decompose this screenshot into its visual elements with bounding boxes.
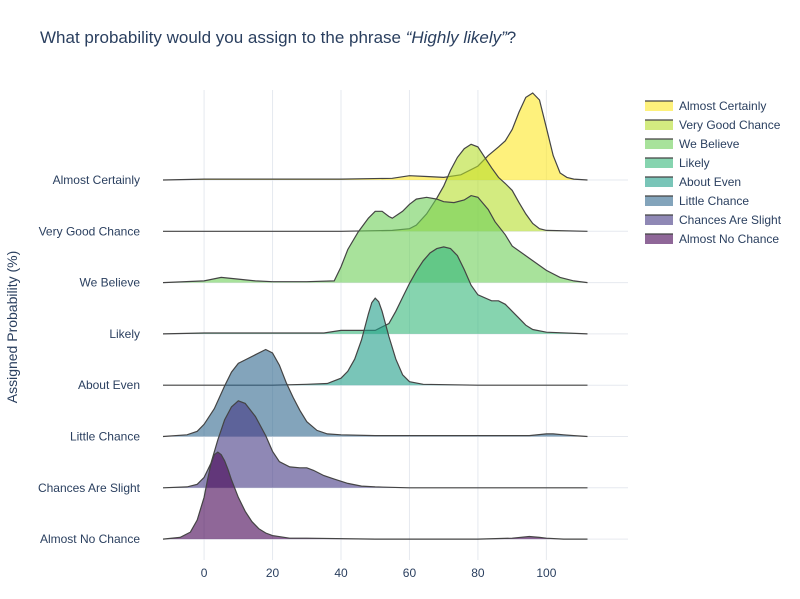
legend-swatch	[645, 139, 673, 149]
x-tick-label: 60	[403, 566, 417, 580]
legend-item[interactable]: Little Chance	[645, 194, 749, 208]
legend-label: Little Chance	[679, 194, 749, 208]
y-tick-label: Likely	[109, 327, 140, 341]
ridges	[162, 92, 588, 540]
y-tick-label: Chances Are Slight	[38, 481, 141, 495]
legend[interactable]: Almost Certainly Very Good Chance We Belie…	[645, 99, 782, 246]
legend-swatch	[645, 101, 673, 111]
legend-label: Almost No Chance	[679, 232, 779, 246]
x-tick-label: 80	[471, 566, 485, 580]
ridge-line-likely	[162, 246, 588, 335]
legend-label: Chances Are Slight	[679, 213, 782, 227]
legend-label: Almost Certainly	[679, 99, 766, 113]
ridge-line-almost-no-chance	[162, 451, 588, 540]
ridge-fill-chances-are-slight[interactable]	[163, 400, 588, 488]
ridge-line-little-chance	[162, 348, 588, 438]
x-tick-label: 100	[536, 566, 556, 580]
y-tick-label: Little Chance	[70, 430, 140, 444]
legend-item[interactable]: We Believe	[645, 137, 740, 151]
legend-label: Likely	[679, 156, 710, 170]
x-tick-label: 20	[266, 566, 280, 580]
ridge-fill-almost-no-chance[interactable]	[163, 452, 588, 540]
legend-label: About Even	[679, 175, 741, 189]
y-tick-labels: Almost Certainly Very Good Chance We Belie…	[38, 173, 141, 546]
y-tick-label: About Even	[78, 378, 140, 392]
chart-title: What probability would you assign to the…	[40, 28, 516, 47]
chart-title-suffix: ?	[507, 28, 516, 47]
legend-label: Very Good Chance	[679, 118, 781, 132]
y-axis-title: Assigned Probability (%)	[4, 251, 20, 404]
legend-item[interactable]: About Even	[645, 175, 741, 189]
legend-swatch	[645, 158, 673, 168]
ridge-fill-little-chance[interactable]	[163, 349, 588, 437]
y-tick-label: Very Good Chance	[39, 224, 141, 238]
ridge-line-almost-certainly	[162, 92, 588, 181]
legend-item[interactable]: Almost Certainly	[645, 99, 766, 113]
legend-swatch	[645, 215, 673, 225]
ridge-line-we-believe	[162, 194, 588, 284]
legend-swatch	[645, 177, 673, 187]
legend-label: We Believe	[679, 137, 740, 151]
legend-swatch	[645, 234, 673, 244]
legend-swatch	[645, 120, 673, 130]
y-tick-label: We Believe	[80, 276, 141, 290]
x-tick-labels: 0 20 40 60 80 100	[201, 566, 557, 580]
y-tick-label: Almost No Chance	[40, 532, 140, 546]
legend-item[interactable]: Very Good Chance	[645, 118, 781, 132]
y-tick-label: Almost Certainly	[53, 173, 140, 187]
legend-swatch	[645, 196, 673, 206]
ridge-line-about-even	[163, 297, 588, 386]
legend-item[interactable]: Likely	[645, 156, 710, 170]
legend-item[interactable]: Almost No Chance	[645, 232, 779, 246]
legend-item[interactable]: Chances Are Slight	[645, 213, 782, 227]
ridge-fill-likely[interactable]	[163, 246, 588, 334]
ridge-fill-almost-certainly[interactable]	[163, 93, 588, 180]
x-tick-label: 0	[201, 566, 208, 580]
ridge-fill-about-even[interactable]	[163, 298, 588, 386]
x-tick-label: 40	[334, 566, 348, 580]
ridge-fill-we-believe[interactable]	[163, 195, 588, 283]
chart-title-prefix: What probability would you assign to the…	[40, 28, 406, 47]
chart-title-quote: “Highly likely”	[406, 28, 508, 47]
